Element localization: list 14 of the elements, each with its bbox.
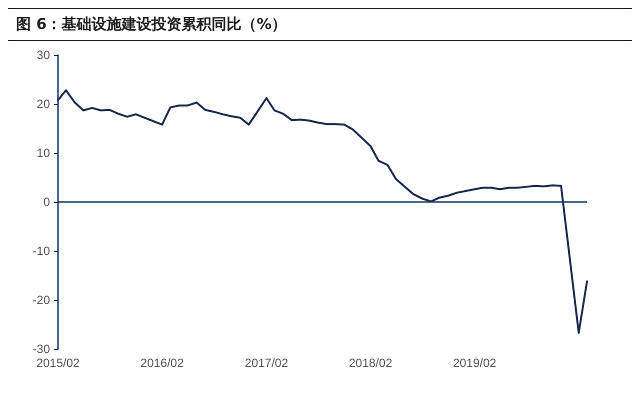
line-series [57,89,588,334]
y-tick-label: 0 [43,195,50,209]
x-tick-label: 2017/02 [244,356,288,370]
y-tick-label: 10 [36,146,50,160]
y-tick-label: -10 [32,244,50,258]
y-tick-label: -30 [32,342,50,356]
y-tick-label: 20 [36,97,50,111]
y-tick-label: -20 [32,293,50,307]
x-tick-label: 2016/02 [140,356,184,370]
x-tick-label: 2018/02 [348,356,393,370]
y-tick-label: 30 [36,48,50,62]
x-tick-label: 2019/02 [452,356,497,370]
x-tick-label: 2015/02 [36,356,80,370]
chart-title: 图 6：基础设施建设投资累积同比（%） [8,8,632,41]
